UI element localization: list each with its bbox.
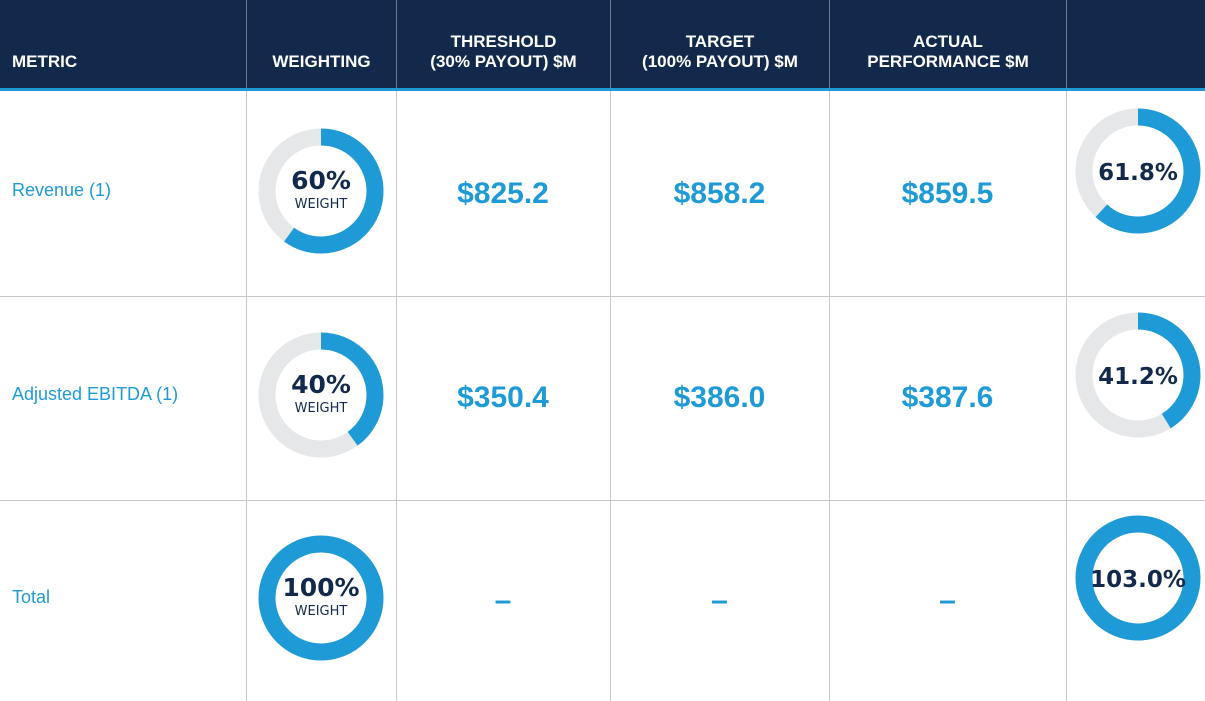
column-divider — [610, 91, 611, 701]
header-label: ACTUAL — [913, 32, 983, 51]
donut: 103.0% — [1075, 515, 1201, 640]
donut-label: 61.8% — [1098, 160, 1178, 186]
column-divider — [396, 91, 397, 701]
metric-label: Adjusted EBITDA (1) — [12, 384, 179, 404]
donut-arc — [258, 535, 384, 660]
donut-arc — [258, 332, 384, 458]
value-cell: $859.5 — [901, 176, 994, 210]
header-bar — [0, 0, 1205, 91]
value-cell: $858.2 — [673, 176, 766, 210]
donut: 40% WEIGHT — [258, 332, 384, 458]
value-cell: – — [711, 583, 728, 617]
value-cell: – — [939, 583, 956, 617]
donut-caption: WEIGHT — [295, 401, 348, 416]
donut: 100% WEIGHT — [258, 535, 384, 660]
header-label: METRIC — [12, 52, 78, 71]
header-label: PERFORMANCE $M — [867, 52, 1029, 71]
header-cell — [1066, 0, 1205, 88]
header-label: TARGET — [685, 32, 755, 51]
column-divider — [829, 91, 830, 701]
header-cell: TARGET (100% PAYOUT) $M — [610, 0, 829, 88]
donut-label: 103.0% — [1090, 567, 1186, 593]
metric-label: Revenue (1) — [12, 179, 112, 200]
header-label: THRESHOLD — [450, 32, 557, 51]
header-label: (100% PAYOUT) $M — [642, 52, 798, 71]
donut-arc — [1075, 515, 1201, 640]
header-label: (30% PAYOUT) $M — [430, 52, 577, 71]
value-cell: $387.6 — [901, 381, 994, 414]
value-cell: – — [494, 583, 512, 617]
row-divider — [0, 296, 1205, 297]
row-divider — [0, 500, 1205, 501]
donut: 60% WEIGHT — [258, 128, 384, 253]
donut-arc — [258, 128, 384, 253]
donut: 61.8% — [1075, 108, 1201, 233]
donut-label: 40% — [291, 370, 351, 399]
value-cell: $350.4 — [457, 381, 549, 414]
column-divider — [246, 91, 247, 701]
metric-label: Total — [12, 586, 51, 607]
value-cell: $386.0 — [673, 381, 766, 414]
header-cell: ACTUAL PERFORMANCE $M — [829, 0, 1066, 88]
donut-arc — [1075, 312, 1201, 438]
donut-caption: WEIGHT — [295, 197, 348, 212]
header-cell: WEIGHTING — [246, 0, 396, 88]
header-cell: THRESHOLD (30% PAYOUT) $M — [396, 0, 610, 88]
header-cell: METRIC — [0, 0, 246, 88]
donut-caption: WEIGHT — [295, 604, 348, 619]
value-cell: $825.2 — [457, 176, 549, 210]
donut-arc — [1075, 108, 1201, 233]
donut-label: 100% — [282, 573, 359, 602]
donut: 41.2% — [1075, 312, 1201, 438]
donut-label: 60% — [291, 166, 351, 195]
header-label: WEIGHTING — [272, 52, 371, 71]
column-divider — [1066, 91, 1067, 701]
donut-label: 41.2% — [1098, 364, 1178, 390]
